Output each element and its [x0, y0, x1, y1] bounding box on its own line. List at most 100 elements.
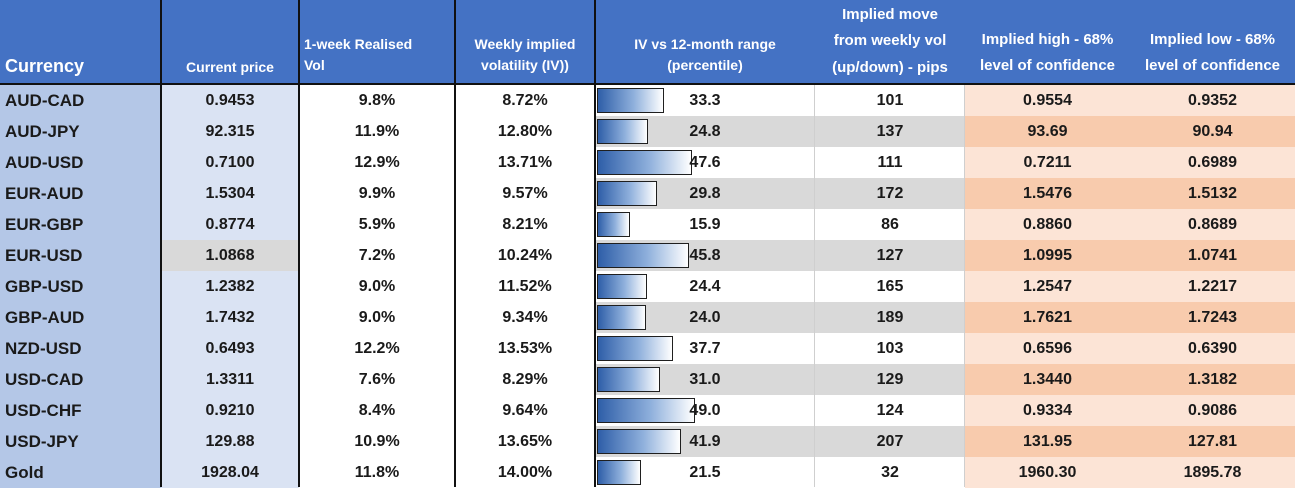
header-currency: Currency: [0, 0, 161, 83]
realised-vol-cell: 8.4%: [358, 401, 396, 419]
implied-low-cell: 127.81: [1130, 426, 1295, 457]
implied-high-cell: 1.0995: [965, 240, 1130, 271]
iv-percentile-cell: 24.0: [595, 302, 815, 333]
header-iv-range: IV vs 12-month range (percentile): [595, 0, 815, 83]
percentile-value: 24.8: [689, 122, 721, 140]
header-line: 1-week Realised: [304, 35, 413, 52]
implied-low-cell: 0.8689: [1130, 209, 1295, 240]
implied-high-cell: 1.3440: [965, 364, 1130, 395]
realised-vol-cell: 7.2%: [358, 246, 396, 264]
implied-high-cell: 131.95: [965, 426, 1130, 457]
header-line: (percentile): [667, 57, 743, 74]
header-implied-high: Implied high - 68% level of confidence: [965, 0, 1130, 83]
implied-low-cell: 0.6989: [1130, 147, 1295, 178]
current-price-cell: 0.7100: [161, 147, 299, 178]
implied-low-cell: 1.5132: [1130, 178, 1295, 209]
header-line: level of confidence: [1144, 56, 1281, 74]
implied-high-cell: 0.9334: [965, 395, 1130, 426]
current-price-cell: 0.6493: [161, 333, 299, 364]
implied-vol-cell: 13.71%: [497, 153, 553, 171]
currency-cell: Gold: [0, 457, 161, 488]
currency-cell: USD-CHF: [0, 395, 161, 426]
iv-percentile-cell: 29.8: [595, 178, 815, 209]
header-implied-low: Implied low - 68% level of confidence: [1130, 0, 1295, 83]
currency-cell: EUR-AUD: [0, 178, 161, 209]
current-price-cell: 0.9453: [161, 85, 299, 116]
header-line: Implied low - 68%: [1149, 30, 1276, 48]
currency-cell: EUR-GBP: [0, 209, 161, 240]
current-price-cell: 0.9210: [161, 395, 299, 426]
current-price-cell: 1.5304: [161, 178, 299, 209]
implied-low-cell: 0.9352: [1130, 85, 1295, 116]
implied-high-cell: 93.69: [965, 116, 1130, 147]
implied-low-cell: 1.3182: [1130, 364, 1295, 395]
implied-high-cell: 1.5476: [965, 178, 1130, 209]
implied-move-pips-cell: 165: [876, 277, 904, 295]
iv-percentile-cell: 45.8: [595, 240, 815, 271]
implied-move-pips-cell: 101: [876, 91, 904, 109]
currency-cell: USD-CAD: [0, 364, 161, 395]
implied-vol-cell: 13.65%: [497, 432, 553, 450]
implied-move-pips-cell: 172: [815, 178, 965, 209]
percentile-bar: [597, 274, 647, 299]
implied-vol-cell: 9.64%: [502, 401, 548, 419]
header-line: Vol: [304, 57, 325, 74]
header-line: (up/down) - pips: [832, 58, 948, 76]
percentile-value: 31.0: [689, 370, 721, 388]
percentile-value: 45.8: [689, 246, 721, 264]
realised-vol-cell: 12.2%: [354, 339, 400, 357]
currency-cell: USD-JPY: [0, 426, 161, 457]
iv-percentile-cell: 24.8: [595, 116, 815, 147]
implied-move-pips-cell: 127: [815, 240, 965, 271]
percentile-bar: [597, 305, 646, 330]
realised-vol-cell: 7.6%: [358, 370, 396, 388]
percentile-value: 15.9: [689, 215, 721, 233]
implied-low-cell: 90.94: [1130, 116, 1295, 147]
implied-move-pips-cell: 129: [815, 364, 965, 395]
implied-move-pips-cell: 111: [877, 153, 903, 171]
percentile-value: 24.4: [689, 277, 721, 295]
implied-low-cell: 0.6390: [1130, 333, 1295, 364]
implied-move-pips-cell: 103: [876, 339, 904, 357]
implied-vol-cell: 13.53%: [497, 339, 553, 357]
column-divider: [298, 0, 300, 487]
implied-move-pips-cell: 32: [881, 463, 899, 481]
current-price-cell: 129.88: [161, 426, 299, 457]
iv-percentile-cell: 37.7: [595, 333, 815, 364]
header-line: volatility (IV)): [481, 57, 569, 74]
percentile-bar: [597, 460, 641, 485]
implied-move-pips-cell: 124: [876, 401, 904, 419]
iv-percentile-cell: 41.9: [595, 426, 815, 457]
implied-low-cell: 1.0741: [1130, 240, 1295, 271]
percentile-bar: [597, 336, 673, 361]
currency-cell: NZD-USD: [0, 333, 161, 364]
implied-move-pips-cell: 207: [815, 426, 965, 457]
implied-vol-cell: 8.21%: [502, 215, 548, 233]
implied-move-pips-cell: 86: [881, 215, 899, 233]
current-price-cell: 1928.04: [161, 457, 299, 488]
implied-low-cell: 1.2217: [1130, 271, 1295, 302]
implied-move-pips-cell: 137: [815, 116, 965, 147]
percentile-bar: [597, 429, 681, 454]
percentile-value: 29.8: [689, 184, 721, 202]
percentile-bar: [597, 119, 648, 144]
realised-vol-cell: 9.8%: [358, 91, 396, 109]
currency-cell: EUR-USD: [0, 240, 161, 271]
header-line: from weekly vol: [833, 32, 947, 50]
header-current-price: Current price: [161, 0, 299, 83]
header-realised-vol: 1-week Realised Vol: [299, 0, 455, 83]
percentile-value: 33.3: [689, 91, 721, 109]
implied-vol-cell: 8.29%: [502, 370, 548, 388]
realised-vol-cell: 12.9%: [354, 153, 400, 171]
percentile-bar: [597, 367, 660, 392]
header-line: level of confidence: [979, 56, 1116, 74]
realised-vol-cell: 9.0%: [358, 277, 396, 295]
realised-vol-cell: 9.0%: [358, 308, 396, 326]
header-implied-vol: Weekly implied volatility (IV)): [455, 0, 595, 83]
implied-high-cell: 1.7621: [965, 302, 1130, 333]
column-divider: [814, 83, 815, 487]
header-line: Weekly implied: [474, 35, 576, 52]
percentile-value: 24.0: [689, 308, 721, 326]
header-label: Currency: [5, 56, 85, 77]
